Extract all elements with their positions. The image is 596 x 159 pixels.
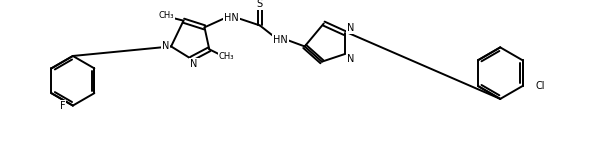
- Text: CH₃: CH₃: [159, 11, 174, 20]
- Text: N: N: [190, 59, 198, 69]
- Text: HN: HN: [224, 13, 238, 23]
- Text: N: N: [162, 41, 169, 51]
- Text: CH₃: CH₃: [219, 52, 234, 61]
- Text: HN: HN: [274, 35, 288, 45]
- Text: N: N: [347, 54, 354, 64]
- Text: N: N: [347, 23, 354, 33]
- Text: Cl: Cl: [536, 81, 545, 91]
- Text: F: F: [60, 101, 65, 111]
- Text: S: S: [257, 0, 263, 9]
